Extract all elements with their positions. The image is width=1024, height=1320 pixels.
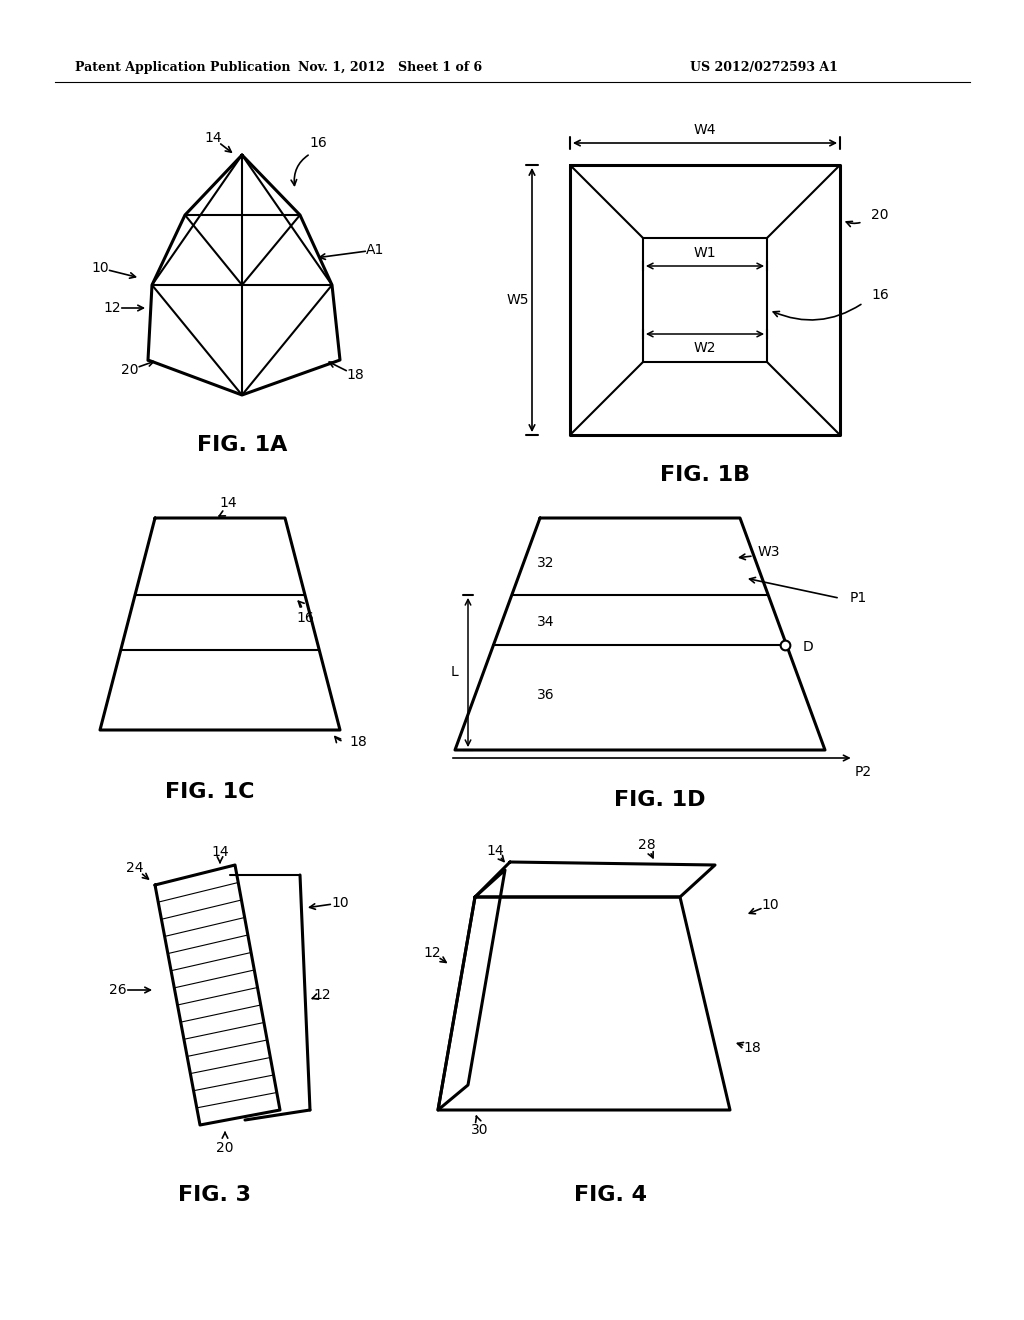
Text: FIG. 1B: FIG. 1B [659, 465, 750, 484]
Text: W2: W2 [693, 341, 716, 355]
Text: FIG. 3: FIG. 3 [178, 1185, 252, 1205]
Text: P1: P1 [850, 591, 867, 605]
Text: P2: P2 [855, 766, 872, 779]
Text: 32: 32 [537, 556, 555, 570]
Text: 12: 12 [103, 301, 121, 315]
Text: 12: 12 [313, 987, 331, 1002]
Text: 16: 16 [871, 288, 889, 302]
Text: A1: A1 [366, 243, 384, 257]
Text: 18: 18 [349, 735, 367, 748]
Text: Nov. 1, 2012   Sheet 1 of 6: Nov. 1, 2012 Sheet 1 of 6 [298, 61, 482, 74]
Text: 18: 18 [346, 368, 364, 381]
Text: FIG. 1D: FIG. 1D [614, 789, 706, 810]
Text: 16: 16 [296, 611, 314, 624]
Text: 26: 26 [110, 983, 127, 997]
Text: 24: 24 [126, 861, 143, 875]
Text: 20: 20 [871, 209, 889, 222]
Text: 36: 36 [537, 688, 555, 702]
Text: L: L [451, 665, 458, 680]
Text: 14: 14 [486, 843, 504, 858]
Text: 14: 14 [204, 131, 222, 145]
Text: 30: 30 [471, 1123, 488, 1137]
Text: 14: 14 [219, 496, 237, 510]
Text: W3: W3 [758, 545, 780, 558]
Text: US 2012/0272593 A1: US 2012/0272593 A1 [690, 61, 838, 74]
Text: 14: 14 [211, 845, 228, 859]
Text: FIG. 4: FIG. 4 [573, 1185, 646, 1205]
Text: FIG. 1C: FIG. 1C [165, 781, 255, 803]
Text: 12: 12 [423, 946, 440, 960]
Text: W5: W5 [507, 293, 529, 308]
Text: 28: 28 [638, 838, 655, 851]
Text: Patent Application Publication: Patent Application Publication [75, 61, 291, 74]
Text: FIG. 1A: FIG. 1A [197, 436, 287, 455]
Text: W1: W1 [693, 246, 717, 260]
Text: 16: 16 [309, 136, 327, 150]
Text: W4: W4 [693, 123, 716, 137]
Text: 20: 20 [216, 1140, 233, 1155]
Text: 20: 20 [121, 363, 138, 378]
Text: 10: 10 [91, 261, 109, 275]
Text: 34: 34 [537, 615, 555, 630]
Text: 10: 10 [761, 898, 779, 912]
Text: 18: 18 [743, 1041, 761, 1055]
Text: 10: 10 [331, 896, 349, 909]
Text: D: D [803, 640, 813, 653]
